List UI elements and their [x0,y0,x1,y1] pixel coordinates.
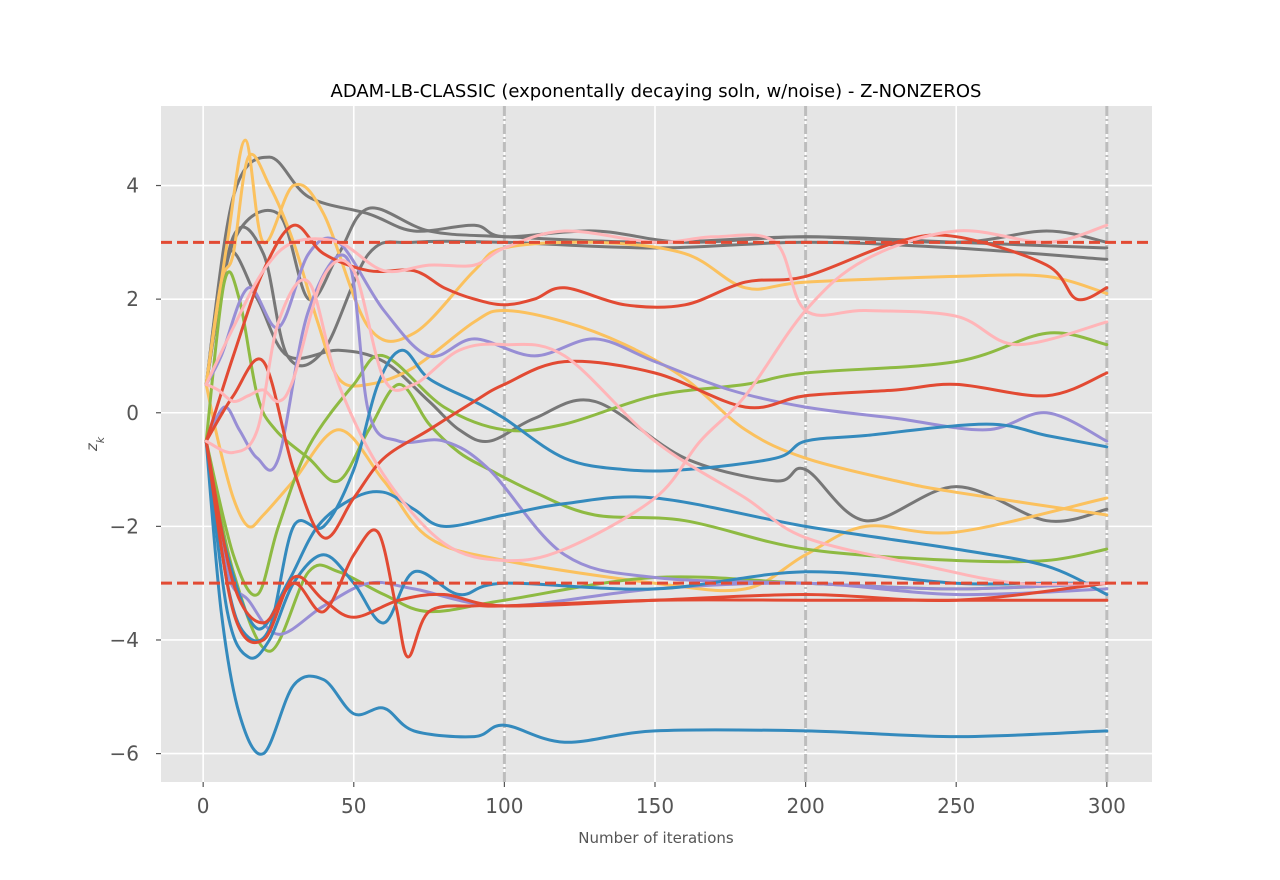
y-tick-label: 2 [126,287,139,311]
series-line [204,223,1109,563]
series-line [204,138,1109,386]
x-tick-label: 50 [341,794,366,818]
series-line [204,223,1109,443]
series-line [204,225,1109,386]
series-line [204,357,1109,540]
y-tick-labels: −6 −4 −2 0 2 4 [110,174,161,766]
series-line [204,206,1109,386]
series-line [204,236,1109,443]
x-tick-label: 150 [636,794,674,818]
x-tick-label: 250 [937,794,975,818]
series-line [204,439,1109,659]
series-line [204,152,1109,517]
chart-title: ADAM-LB-CLASSIC (exponentally decaying s… [331,81,982,102]
series-line [204,331,1109,597]
series-line [204,382,1109,593]
vertical-reference-lines [502,106,1109,782]
y-tick-label: −6 [110,742,139,766]
series-lines [204,138,1109,756]
series-line [204,258,1109,586]
x-tick-label: 100 [485,794,523,818]
series-line [204,439,1109,660]
series-line [204,348,1109,643]
series-line [204,439,1109,645]
x-tick-label: 200 [787,794,825,818]
y-tick-label: −2 [110,514,139,538]
x-tick-label: 300 [1088,794,1126,818]
series-line [204,439,1109,756]
y-tick-label: 4 [126,174,139,198]
x-axis-label: Number of iterations [578,829,734,847]
y-tick-label: 0 [126,401,139,425]
x-tick-labels: 0 50 100 150 200 250 300 [197,782,1126,818]
horizontal-reference-lines [161,240,1152,585]
y-tick-label: −4 [110,628,139,652]
y-axis-label: zk [83,436,107,452]
series-line [204,439,1109,631]
x-tick-label: 0 [197,794,210,818]
